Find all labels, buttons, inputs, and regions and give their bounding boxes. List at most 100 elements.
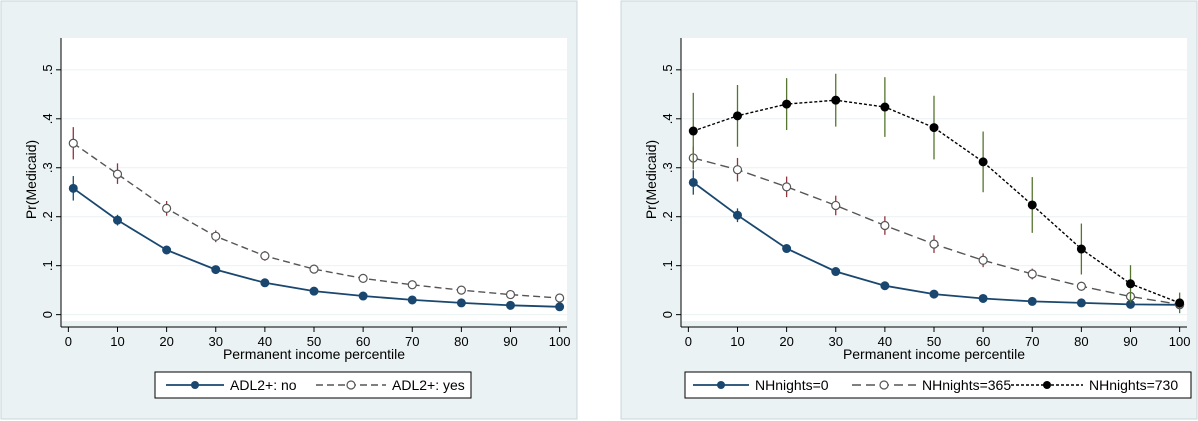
x-tick-label: 70 bbox=[405, 334, 419, 349]
x-tick-label: 100 bbox=[549, 334, 571, 349]
data-point bbox=[1027, 296, 1037, 306]
legend-label: ADL2+: no bbox=[230, 377, 297, 393]
data-point bbox=[688, 126, 698, 136]
data-point bbox=[782, 182, 792, 192]
data-point bbox=[506, 300, 516, 310]
legend-label: NHnights=730 bbox=[1089, 377, 1178, 393]
data-point bbox=[260, 251, 270, 261]
data-point bbox=[358, 273, 368, 284]
data-point bbox=[456, 298, 466, 308]
x-axis-title: Permanent income percentile bbox=[843, 346, 1025, 362]
data-point bbox=[688, 177, 698, 187]
series-0 bbox=[688, 170, 1185, 310]
x-tick-label: 30 bbox=[209, 334, 223, 349]
data-point bbox=[211, 265, 221, 275]
y-tick-label: .3 bbox=[40, 162, 55, 173]
x-tick-label: 40 bbox=[878, 334, 892, 349]
data-point bbox=[929, 289, 939, 299]
series-line bbox=[72, 142, 560, 299]
y-tick-label: .1 bbox=[40, 260, 55, 271]
x-tick-label: 60 bbox=[976, 334, 990, 349]
data-point bbox=[456, 285, 466, 295]
y-tick-label: .1 bbox=[660, 260, 675, 271]
plot-area bbox=[61, 38, 567, 321]
y-tick-label: 0 bbox=[40, 311, 55, 318]
data-point bbox=[162, 203, 172, 213]
data-point bbox=[978, 157, 988, 167]
chart-panel-nhnights: 0 .1 .2 .3 .4 .5 0 10 20 30 40 50 60 70 80 90 100 Permane… bbox=[620, 0, 1198, 421]
x-tick-label: 20 bbox=[159, 334, 173, 349]
data-point bbox=[1027, 200, 1037, 210]
data-point bbox=[211, 231, 221, 241]
data-point bbox=[555, 293, 565, 303]
data-point bbox=[68, 183, 78, 193]
y-tick-label: 0 bbox=[660, 311, 675, 318]
data-point bbox=[358, 291, 368, 301]
data-point bbox=[1076, 244, 1086, 254]
x-tick-label: 50 bbox=[927, 334, 941, 349]
x-tick-label: 80 bbox=[1074, 334, 1088, 349]
data-point bbox=[880, 220, 890, 231]
data-point bbox=[732, 111, 742, 121]
data-point bbox=[929, 123, 939, 133]
series-line bbox=[693, 99, 1180, 304]
legend-label: ADL2+: yes bbox=[392, 377, 465, 393]
x-tick-label: 30 bbox=[829, 334, 843, 349]
series-1 bbox=[68, 127, 565, 303]
chart-adl: 0 .1 .2 .3 .4 .5 0 10 20 30 40 50 60 70 80 90 100 Permane… bbox=[0, 0, 578, 420]
x-tick-label: 100 bbox=[1169, 334, 1191, 349]
y-tick-label: .2 bbox=[660, 211, 675, 222]
x-tick-label: 50 bbox=[307, 334, 321, 349]
legend-label: NHnights=0 bbox=[755, 377, 829, 393]
data-point bbox=[1076, 298, 1086, 308]
data-point bbox=[831, 267, 841, 277]
data-point bbox=[831, 200, 841, 211]
y-tick-label: .4 bbox=[40, 113, 55, 124]
data-point bbox=[68, 138, 78, 148]
y-tick-label: .5 bbox=[40, 64, 55, 75]
data-point bbox=[732, 210, 742, 220]
data-point bbox=[782, 244, 792, 254]
legend-marker bbox=[879, 380, 889, 390]
y-axis-title: Pr(Medicaid) bbox=[23, 140, 39, 219]
x-tick-label: 90 bbox=[503, 334, 517, 349]
data-point bbox=[1175, 298, 1185, 308]
series-2 bbox=[688, 73, 1185, 314]
data-point bbox=[880, 281, 890, 291]
y-tick-label: .2 bbox=[40, 211, 55, 222]
x-tick-label: 80 bbox=[454, 334, 468, 349]
y-tick-label: .3 bbox=[660, 162, 675, 173]
series-0 bbox=[68, 176, 565, 312]
data-point bbox=[407, 295, 417, 305]
data-point bbox=[880, 102, 890, 112]
x-tick-label: 20 bbox=[779, 334, 793, 349]
legend-marker bbox=[191, 381, 199, 389]
chart-panel-adl: 0 .1 .2 .3 .4 .5 0 10 20 30 40 50 60 70 80 90 100 Permane… bbox=[0, 0, 578, 421]
legend-marker bbox=[1043, 381, 1051, 389]
data-point bbox=[1076, 281, 1086, 291]
x-axis-title: Permanent income percentile bbox=[223, 346, 405, 362]
data-point bbox=[505, 289, 516, 300]
data-point bbox=[831, 95, 841, 105]
x-tick-label: 0 bbox=[685, 334, 692, 349]
y-tick-label: .5 bbox=[660, 64, 675, 75]
legend-label: NHnights=365 bbox=[922, 377, 1011, 393]
x-tick-label: 90 bbox=[1123, 334, 1137, 349]
chart-nhnights: 0 .1 .2 .3 .4 .5 0 10 20 30 40 50 60 70 80 90 100 Permane… bbox=[620, 0, 1198, 420]
x-tick-label: 10 bbox=[730, 334, 744, 349]
x-tick-label: 70 bbox=[1025, 334, 1039, 349]
y-tick-label: .4 bbox=[660, 113, 675, 124]
legend-marker bbox=[346, 380, 356, 390]
x-tick-label: 10 bbox=[110, 334, 124, 349]
data-point bbox=[782, 99, 792, 109]
data-point bbox=[1027, 269, 1037, 279]
data-point bbox=[1126, 279, 1136, 289]
data-point bbox=[309, 286, 319, 296]
data-point bbox=[309, 264, 319, 274]
plot-area bbox=[681, 38, 1187, 321]
data-point bbox=[112, 169, 123, 179]
y-axis-title: Pr(Medicaid) bbox=[643, 140, 659, 219]
legend-box bbox=[684, 371, 1192, 399]
data-point bbox=[732, 165, 743, 175]
data-point bbox=[978, 293, 988, 303]
